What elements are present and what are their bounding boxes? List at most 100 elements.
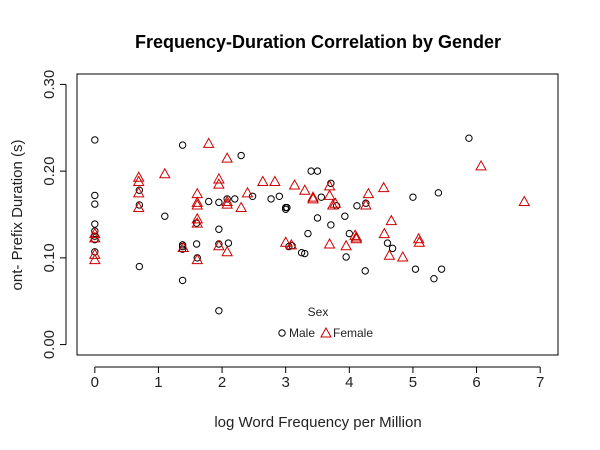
- female-point: [221, 152, 234, 163]
- male-point: [411, 265, 420, 273]
- female-point: [241, 186, 254, 198]
- plot-frame: [76, 73, 559, 356]
- female-point: [323, 237, 336, 249]
- female-point: [326, 198, 339, 210]
- male-point: [275, 192, 284, 200]
- female-point: [221, 245, 234, 257]
- female-point: [362, 187, 375, 199]
- male-point: [430, 274, 438, 283]
- female-point: [377, 181, 390, 193]
- male-point: [409, 193, 417, 201]
- legend-female-marker: [320, 326, 332, 338]
- x-axis: 0 1 2 3 4 5 6 7: [91, 366, 544, 391]
- male-point: [91, 191, 99, 200]
- female-point: [235, 201, 248, 213]
- female-point: [213, 239, 225, 251]
- male-point: [281, 205, 290, 213]
- female-point: [132, 175, 145, 187]
- male-point: [327, 221, 335, 229]
- female-point: [221, 198, 234, 209]
- female-point: [191, 196, 204, 207]
- female-point: [202, 137, 215, 148]
- legend-male-marker: [278, 329, 286, 337]
- female-point: [307, 192, 319, 204]
- x-tick-label: 7: [536, 374, 544, 391]
- female-point: [213, 172, 225, 184]
- male-point: [307, 167, 315, 175]
- female-point: [158, 167, 171, 179]
- female-point: [340, 239, 352, 251]
- female-point: [191, 253, 204, 265]
- male-point: [192, 240, 201, 248]
- male-point: [342, 253, 350, 261]
- female-point: [132, 186, 145, 198]
- y-axis-label: ont- Prefix Duration (s): [9, 140, 26, 291]
- x-tick-label: 2: [218, 374, 226, 391]
- legend: Sex Male Female: [278, 305, 373, 340]
- female-point: [177, 241, 190, 252]
- male-point: [304, 229, 312, 238]
- male-point: [327, 179, 335, 187]
- male-point: [135, 186, 144, 194]
- female-point: [285, 238, 298, 250]
- male-point: [215, 307, 223, 315]
- female-point: [213, 178, 225, 189]
- female-point: [88, 248, 101, 259]
- male-point: [283, 203, 291, 212]
- male-point: [434, 189, 443, 197]
- female-point: [191, 212, 204, 224]
- male-point: [437, 265, 446, 273]
- female-point: [298, 184, 311, 195]
- male-point: [341, 212, 349, 220]
- female-point: [256, 175, 269, 187]
- female-point: [383, 249, 396, 260]
- male-point: [361, 267, 369, 275]
- female-point: [288, 178, 301, 190]
- male-point: [205, 197, 213, 206]
- female-point: [191, 198, 204, 210]
- male-point: [388, 244, 397, 253]
- female-point: [518, 195, 531, 206]
- female-point: [279, 236, 292, 247]
- male-point: [178, 141, 187, 149]
- x-tick-label: 4: [345, 374, 353, 391]
- legend-male-label: Male: [289, 326, 315, 340]
- y-tick-label: 0.20: [41, 157, 58, 186]
- male-point: [313, 167, 322, 175]
- male-point: [231, 195, 239, 203]
- male-point: [135, 262, 144, 271]
- female-point: [350, 231, 363, 242]
- female-point: [269, 175, 281, 187]
- x-tick-label: 1: [154, 374, 162, 391]
- female-point: [132, 201, 145, 213]
- male-point: [91, 200, 99, 208]
- male-point: [237, 151, 245, 160]
- x-tick-label: 6: [472, 374, 480, 391]
- female-point: [88, 227, 101, 239]
- male-point: [465, 134, 473, 142]
- legend-female-label: Female: [333, 326, 373, 340]
- y-tick-label: 0.30: [41, 70, 58, 99]
- female-point: [88, 231, 101, 243]
- female-point: [191, 217, 204, 228]
- male-point: [267, 195, 275, 203]
- female-point: [350, 232, 363, 244]
- female-point: [385, 214, 398, 226]
- legend-items: Male Female: [278, 326, 373, 340]
- male-point: [91, 136, 99, 144]
- female-point: [88, 253, 101, 265]
- x-tick-label: 0: [91, 374, 99, 391]
- x-axis-label: log Word Frequency per Million: [214, 414, 421, 431]
- male-point: [301, 249, 309, 258]
- female-point: [307, 191, 319, 202]
- male-point: [383, 239, 392, 247]
- female-point: [413, 236, 426, 247]
- female-point: [132, 171, 145, 182]
- female-point: [475, 159, 487, 171]
- male-point: [161, 212, 169, 220]
- male-point: [91, 220, 99, 228]
- male-point: [345, 229, 354, 238]
- y-axis: 0.00 0.10 0.20 0.30: [41, 70, 67, 359]
- female-point: [378, 227, 391, 239]
